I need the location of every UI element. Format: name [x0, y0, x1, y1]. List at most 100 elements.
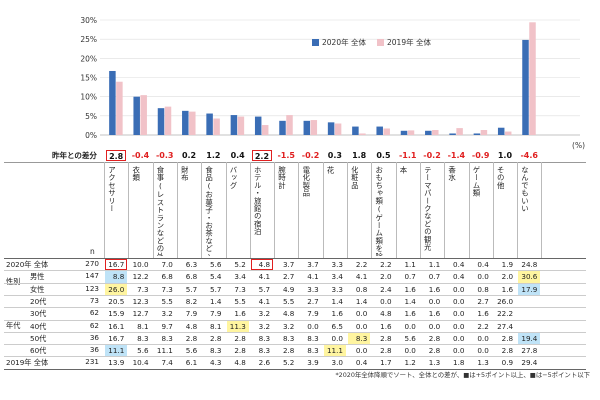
n-value: 62	[89, 320, 99, 330]
column-divider	[468, 162, 470, 258]
table-cell: 8.3	[258, 333, 271, 343]
y-tick-label: 15%	[80, 74, 97, 83]
y-tick-label: 5%	[85, 112, 97, 121]
diff-value: -1.1	[398, 151, 417, 160]
highlight-box	[105, 259, 128, 271]
table-cell: 1.6	[331, 309, 343, 319]
category-header: おもちゃ類(ゲーム類を除く)	[375, 166, 383, 256]
category-header: 電化製品	[302, 166, 310, 197]
row-label: 20代	[30, 296, 47, 306]
table-cell: 4.3	[210, 358, 222, 368]
table-cell: 2.4	[380, 284, 392, 294]
table-cell: 2.8	[185, 333, 198, 343]
row-label: 30代	[30, 309, 47, 319]
column-divider	[444, 162, 446, 258]
bar-2020	[279, 120, 286, 135]
bar-2020	[352, 126, 359, 135]
table-cell: 0.4	[355, 358, 368, 368]
table-cell: 6.1	[185, 358, 198, 368]
column-divider	[395, 162, 397, 258]
table-cell: 3.7	[307, 260, 319, 269]
table-cell: 1.4	[355, 296, 368, 306]
table-cell: 3.9	[307, 358, 319, 368]
bar-2020	[497, 127, 505, 135]
table-cell: 0.4	[453, 272, 465, 282]
column-divider	[492, 162, 494, 258]
legend-label: 2020年 全体	[322, 37, 366, 47]
bar-2019	[407, 130, 415, 135]
table-bottom-line	[4, 368, 586, 370]
table-cell: 0.0	[355, 309, 368, 319]
bar-2020	[133, 96, 140, 135]
table-cell: 6.8	[185, 272, 198, 282]
table-cell: 2.8	[501, 333, 514, 343]
row-label: 40代	[30, 321, 47, 331]
bar-2020	[425, 130, 432, 135]
table-cell: 5.6	[210, 260, 222, 269]
table-cell: 0.4	[453, 260, 465, 269]
bar-2019	[286, 115, 293, 135]
column-divider	[322, 162, 324, 258]
category-header: 食事(レストランなどの外食)	[156, 166, 164, 256]
table-cell: 0.0	[307, 321, 319, 331]
table-cell: 1.4	[210, 296, 222, 306]
table-cell: 5.5	[234, 296, 246, 306]
table-cell: 5.2	[282, 358, 295, 368]
bar-2019	[189, 111, 196, 135]
table-cell: 0.7	[428, 272, 441, 282]
table-cell: 8.3	[210, 346, 222, 356]
table-cell: 5.2	[234, 260, 246, 269]
column-divider	[176, 162, 178, 258]
table-cell: 8.2	[185, 296, 198, 306]
table-cell: 2.0	[380, 272, 392, 282]
table-cell: 7.9	[210, 309, 222, 319]
table-cell: 5.5	[282, 296, 295, 306]
highlight-box	[250, 259, 274, 271]
bar-2020	[230, 115, 238, 135]
table-cell: 20.5	[108, 296, 125, 306]
table-cell: 0.9	[501, 358, 514, 368]
table-cell: 1.6	[477, 309, 489, 319]
table-cell: 2.8	[501, 346, 514, 356]
table-cell: 10.0	[132, 260, 149, 269]
table-cell: 0.8	[355, 284, 368, 294]
table-cell: 4.8	[234, 358, 246, 368]
table-cell: 2.7	[282, 272, 295, 282]
table-cell: 9.7	[161, 321, 173, 331]
table-cell: 6.5	[331, 321, 343, 331]
table-cell: 0.0	[477, 346, 489, 356]
n-value: 270	[85, 259, 99, 268]
diff-row-label: 昨年との差分	[52, 151, 97, 160]
column-divider	[419, 162, 421, 258]
table-cell: 1.8	[453, 358, 465, 368]
row-line	[4, 356, 586, 358]
category-header: ゲーム類	[472, 166, 480, 197]
category-header: なんでもいい	[521, 166, 529, 213]
bar-2019	[480, 130, 488, 135]
table-cell: 0.0	[428, 321, 441, 331]
row-line	[4, 282, 586, 284]
table-cell: 2.8	[428, 333, 441, 343]
table-cell: 1.2	[404, 358, 416, 368]
table-cell: 6.3	[185, 260, 198, 269]
table-cell: 11.1	[105, 345, 128, 357]
table-cell: 3.2	[258, 321, 271, 331]
row-line	[4, 294, 586, 296]
row-label: 男性	[30, 272, 45, 282]
table-cell: 1.3	[428, 358, 441, 368]
table-cell: 3.7	[282, 260, 295, 269]
category-header: 衣類	[132, 166, 140, 182]
table-cell: 7.3	[161, 284, 173, 294]
bar-2020	[109, 70, 116, 135]
bar-2020	[254, 116, 262, 135]
column-divider	[347, 162, 348, 258]
table-cell: 0.0	[453, 346, 465, 356]
bar-2019	[359, 133, 366, 135]
row-label: 2019年 全体	[6, 358, 49, 368]
column-divider	[298, 162, 300, 258]
table-cell: 3.2	[161, 309, 173, 319]
table-cell: 5.6	[137, 346, 149, 356]
table-cell: 0.0	[453, 296, 465, 306]
table-cell: 2.8	[428, 346, 441, 356]
